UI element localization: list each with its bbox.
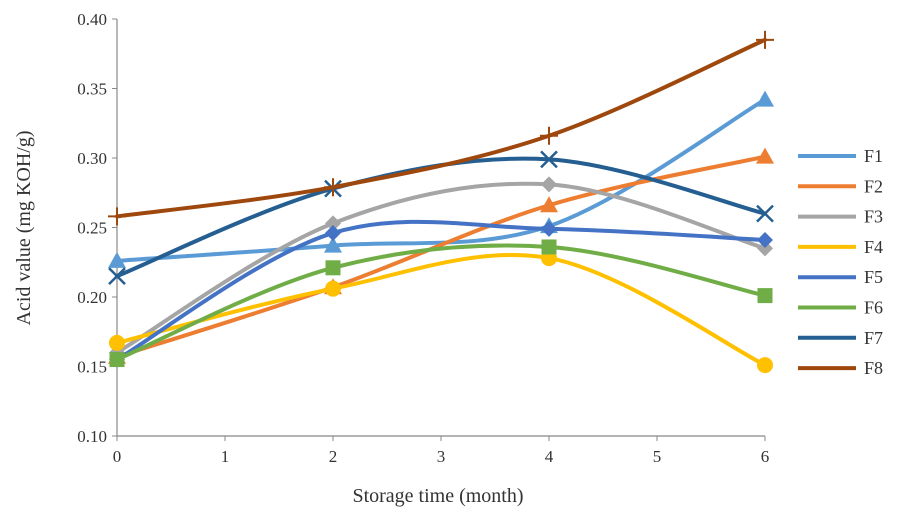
- series-line-f3: [115, 181, 767, 355]
- series-line-f8: [115, 37, 767, 219]
- axes: 0 1 2 3 4 5 6 0.10 0.15 0.20 0.25 0.30 0.35 0.40: [77, 10, 769, 466]
- series-line-f4: [115, 253, 767, 368]
- data-point-f2: [756, 147, 774, 164]
- series-line-f2: [115, 154, 767, 359]
- y-tick-label: 0.20: [77, 288, 107, 307]
- data-point-f8: [108, 207, 126, 226]
- data-point-f8: [756, 30, 774, 49]
- data-point-f1: [324, 236, 342, 253]
- data-point-f4: [325, 280, 341, 297]
- legend-label-f2: F2: [864, 176, 883, 196]
- series-line-f1: [115, 97, 767, 263]
- data-point-f5: [757, 232, 773, 249]
- legend: F1 F2 F3 F4 F5 F6 F7 F8: [798, 146, 883, 378]
- y-tick-label: 0.10: [77, 427, 107, 446]
- data-point-f2: [540, 196, 558, 213]
- data-point-f6: [541, 239, 557, 255]
- legend-label-f4: F4: [864, 237, 883, 257]
- data-point-f6: [109, 352, 125, 368]
- legend-label-f6: F6: [864, 298, 883, 318]
- series-f1: [108, 90, 774, 268]
- y-tick-label: 0.15: [77, 358, 107, 377]
- data-point-f6: [325, 260, 341, 276]
- legend-label-f5: F5: [864, 267, 883, 287]
- data-point-f5: [325, 225, 341, 242]
- series-layer: [108, 30, 774, 374]
- data-point-f7: [108, 267, 126, 286]
- data-point-f8: [324, 178, 342, 197]
- y-tick-label: 0.25: [77, 219, 107, 238]
- data-point-f4: [757, 357, 773, 374]
- series-f8: [108, 30, 774, 226]
- data-point-f6: [757, 288, 773, 304]
- x-tick-label: 0: [113, 447, 122, 466]
- y-axis-title: Acid value (mg KOH/g): [13, 131, 35, 326]
- legend-label-f8: F8: [864, 358, 883, 378]
- x-tick-label: 3: [437, 447, 446, 466]
- y-tick-label: 0.40: [77, 10, 107, 29]
- x-tick-label: 1: [221, 447, 230, 466]
- x-tick-label: 5: [653, 447, 662, 466]
- data-point-f1: [108, 251, 126, 268]
- x-tick-label: 2: [329, 447, 338, 466]
- series-line-f6: [115, 243, 767, 362]
- data-point-f5: [541, 220, 557, 237]
- series-line-f5: [115, 219, 767, 362]
- x-axis-title: Storage time (month): [352, 485, 523, 507]
- data-point-f8: [540, 126, 558, 145]
- data-point-f3: [541, 176, 557, 193]
- x-tick-label: 6: [761, 447, 770, 466]
- data-point-f4: [109, 334, 125, 351]
- legend-label-f3: F3: [864, 207, 883, 227]
- y-tick-label: 0.35: [77, 80, 107, 99]
- data-point-f7: [540, 150, 558, 169]
- x-tick-label: 4: [545, 447, 554, 466]
- data-point-f3: [325, 215, 341, 232]
- data-point-f1: [756, 90, 774, 107]
- data-point-f3: [757, 240, 773, 257]
- series-f4: [109, 250, 773, 374]
- legend-label-f1: F1: [864, 146, 883, 166]
- y-tick-label: 0.30: [77, 149, 107, 168]
- series-f6: [109, 239, 773, 368]
- data-point-f7: [756, 204, 774, 223]
- legend-label-f7: F7: [864, 328, 883, 348]
